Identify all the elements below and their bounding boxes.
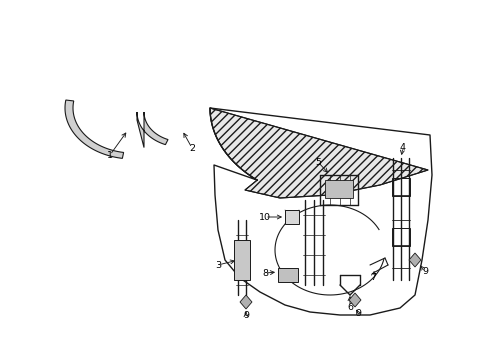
Text: 9: 9 xyxy=(354,309,360,318)
Text: 7: 7 xyxy=(369,273,375,282)
Text: 10: 10 xyxy=(259,212,270,221)
Text: 9: 9 xyxy=(243,310,248,320)
Polygon shape xyxy=(209,108,427,198)
Polygon shape xyxy=(408,253,420,267)
Bar xyxy=(391,228,409,246)
Text: 4: 4 xyxy=(399,143,405,152)
Text: 1: 1 xyxy=(107,150,113,159)
Bar xyxy=(325,180,352,198)
Bar xyxy=(285,210,298,224)
Polygon shape xyxy=(348,293,360,307)
Bar xyxy=(391,178,409,196)
Text: 5: 5 xyxy=(314,158,320,166)
Text: 2: 2 xyxy=(189,144,195,153)
Polygon shape xyxy=(65,100,123,158)
Text: 3: 3 xyxy=(215,261,221,270)
Text: 8: 8 xyxy=(262,269,267,278)
Bar xyxy=(234,240,249,280)
Text: 9: 9 xyxy=(421,267,427,276)
Polygon shape xyxy=(240,295,251,309)
Bar xyxy=(278,268,297,282)
Polygon shape xyxy=(137,112,168,148)
Text: 6: 6 xyxy=(346,302,352,311)
